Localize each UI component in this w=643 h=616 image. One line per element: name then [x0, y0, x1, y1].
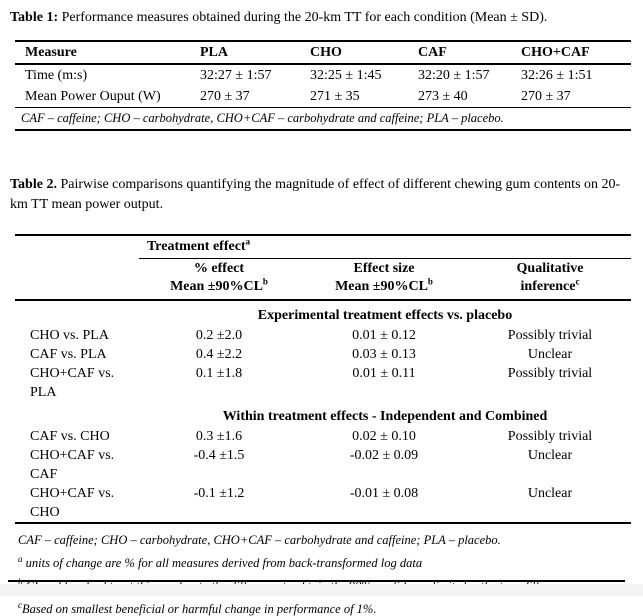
- table1-col-header: PLA: [200, 40, 310, 65]
- table-cell: 270 ± 37: [521, 89, 571, 104]
- table2-col-header: Effect size Mean ±90%CLb: [299, 258, 469, 301]
- col-header-line1: Qualitative: [516, 261, 584, 276]
- pct-effect-cell: 0.4 ±2.2: [195, 347, 243, 362]
- comparison-label: CAF vs. CHO: [30, 429, 110, 444]
- comparison-label: CHO+CAF vs. PLA: [30, 366, 115, 400]
- table2-caption-text: Pairwise comparisons quantifying the mag…: [10, 177, 621, 212]
- table-cell: 32:20 ± 1:57: [418, 68, 490, 83]
- table-cell: Time (m:s): [25, 68, 88, 83]
- footnote-marker: c: [575, 276, 580, 287]
- table1-header-row: Measure PLA CHO CAF CHO+CAF: [15, 40, 631, 65]
- table-row: Mean Power Ouput (W) 270 ± 37 271 ± 35 2…: [15, 86, 631, 108]
- comparison-label: CHO+CAF vs. CAF: [30, 448, 115, 482]
- table2-section-title: Experimental treatment effects vs. place…: [257, 308, 513, 323]
- table2-subheader-row: % effect Mean ±90%CLb Effect size Mean ±…: [15, 258, 631, 301]
- table2-group-header: Treatment effecta: [139, 234, 631, 259]
- footnote-marker: b: [262, 276, 268, 287]
- table2-caption: Table 2. Pairwise comparisons quantifyin…: [10, 175, 632, 215]
- comparison-label: CHO+CAF vs. CHO: [15, 484, 139, 524]
- table1-footnote-row: CAF – caffeine; CHO – carbohydrate, CHO+…: [15, 107, 631, 131]
- table-cell: 270 ± 37: [200, 89, 250, 104]
- table1-col-header: CHO+CAF: [521, 40, 631, 65]
- table2-col-header: Qualitative inferencec: [469, 258, 631, 301]
- col-header-line2: Mean ±90%CLb: [335, 276, 433, 294]
- table2-col-header: % effect Mean ±90%CLb: [139, 258, 299, 301]
- table1-caption-label: Table 1:: [10, 10, 59, 25]
- effect-size-cell: -0.02 ± 0.09: [349, 448, 419, 463]
- empty-cell: [15, 300, 139, 326]
- comparison-label: CAF vs. PLA: [30, 347, 107, 362]
- table-2: Treatment effecta % effect Mean ±90%CLb …: [15, 234, 631, 524]
- table-row: CHO+CAF vs. CAF -0.4 ±1.5 -0.02 ± 0.09 U…: [15, 446, 631, 484]
- page-edge-strip: [0, 584, 643, 596]
- empty-cell: [15, 234, 139, 259]
- table1-col-header: CHO: [310, 40, 418, 65]
- table2-group-header-row: Treatment effecta: [15, 234, 631, 259]
- table1-caption: Table 1: Performance measures obtained d…: [10, 8, 632, 28]
- effect-size-cell: 0.03 ± 0.13: [352, 347, 416, 362]
- footnote-marker: b: [427, 276, 433, 287]
- table2-section-title: Within treatment effects - Independent a…: [222, 409, 548, 424]
- effect-size-cell: 0.01 ± 0.11: [352, 366, 416, 381]
- table2-caption-label: Table 2.: [10, 177, 57, 192]
- table1-col-header: Measure: [15, 40, 200, 65]
- table-1: Measure PLA CHO CAF CHO+CAF Time (m:s) 3…: [15, 40, 631, 131]
- group-header-text: Treatment effect: [147, 239, 246, 254]
- pct-effect-cell: -0.4 ±1.5: [193, 448, 245, 463]
- pct-effect-cell: 0.2 ±2.0: [195, 328, 243, 343]
- inference-cell: Unclear: [527, 347, 573, 362]
- pct-effect-cell: 0.3 ±1.6: [195, 429, 243, 444]
- footnote-line: a units of change are % for all measures…: [18, 553, 423, 570]
- inference-cell: Unclear: [527, 448, 573, 463]
- col-header-line2: inferencec: [520, 276, 580, 294]
- table2-footnotes: CAF – caffeine; CHO – carbohydrate, CHO+…: [18, 533, 640, 616]
- footnote-line: CAF – caffeine; CHO – carbohydrate, CHO+…: [18, 533, 501, 547]
- table-row: CHO vs. PLA 0.2 ±2.0 0.01 ± 0.12 Possibl…: [15, 326, 631, 345]
- table-cell: 32:26 ± 1:51: [521, 68, 593, 83]
- table1-col-header: CAF: [418, 40, 521, 65]
- table-cell: 271 ± 35: [310, 89, 360, 104]
- pct-effect-cell: 0.1 ±1.8: [195, 366, 243, 381]
- comparison-label: CHO vs. PLA: [30, 328, 109, 343]
- table-cell: Mean Power Ouput (W): [25, 89, 161, 104]
- footnote-marker: a: [245, 236, 251, 247]
- col-header-line2: Mean ±90%CLb: [170, 276, 268, 294]
- empty-cell: [15, 258, 139, 301]
- table-row: CHO+CAF vs. PLA 0.1 ±1.8 0.01 ± 0.11 Pos…: [15, 364, 631, 402]
- footnote-marker: a: [18, 553, 23, 564]
- col-header-line1: Effect size: [353, 261, 415, 276]
- empty-cell: [15, 402, 139, 427]
- effect-size-cell: 0.02 ± 0.10: [352, 429, 416, 444]
- table1-footnote: CAF – caffeine; CHO – carbohydrate, CHO+…: [15, 107, 631, 131]
- table-row: CAF vs. CHO 0.3 ±1.6 0.02 ± 0.10 Possibl…: [15, 427, 631, 446]
- footnote-line: cBased on smallest beneficial or harmful…: [18, 599, 377, 616]
- table2-section-header-row: Within treatment effects - Independent a…: [15, 402, 631, 427]
- col-header-line1: % effect: [193, 261, 245, 276]
- effect-size-cell: -0.01 ± 0.08: [299, 484, 469, 524]
- table-row: CHO+CAF vs. CHO -0.1 ±1.2 -0.01 ± 0.08 U…: [15, 484, 631, 524]
- inference-cell: Possibly trivial: [507, 429, 593, 444]
- table1-caption-text: Performance measures obtained during the…: [61, 10, 548, 25]
- table-row: Time (m:s) 32:27 ± 1:57 32:25 ± 1:45 32:…: [15, 64, 631, 86]
- inference-cell: Unclear: [469, 484, 631, 524]
- inference-cell: Possibly trivial: [507, 366, 593, 381]
- table-cell: 32:25 ± 1:45: [310, 68, 382, 83]
- effect-size-cell: 0.01 ± 0.12: [352, 328, 416, 343]
- table-cell: 273 ± 40: [418, 89, 468, 104]
- table-row: CAF vs. PLA 0.4 ±2.2 0.03 ± 0.13 Unclear: [15, 345, 631, 364]
- pct-effect-cell: -0.1 ±1.2: [139, 484, 299, 524]
- table-cell: 32:27 ± 1:57: [200, 68, 272, 83]
- page-bottom-rule: [8, 580, 625, 582]
- inference-cell: Possibly trivial: [507, 328, 593, 343]
- table2-section-header-row: Experimental treatment effects vs. place…: [15, 300, 631, 326]
